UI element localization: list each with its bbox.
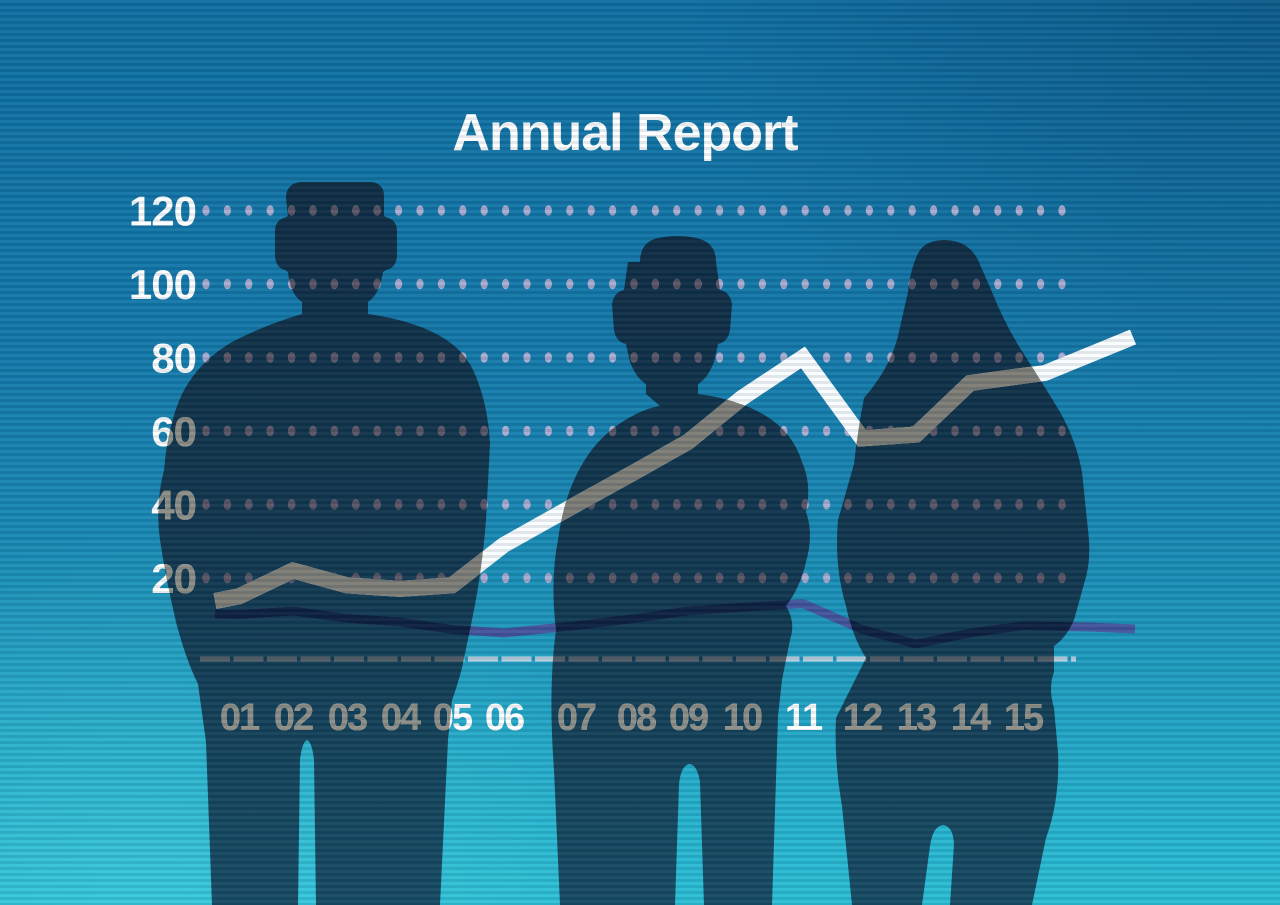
scanline-overlay <box>0 0 1280 905</box>
annual-report-illustration: 1201008060402001020304050607080910111213… <box>0 0 1280 905</box>
chart-canvas: 1201008060402001020304050607080910111213… <box>0 0 1280 905</box>
